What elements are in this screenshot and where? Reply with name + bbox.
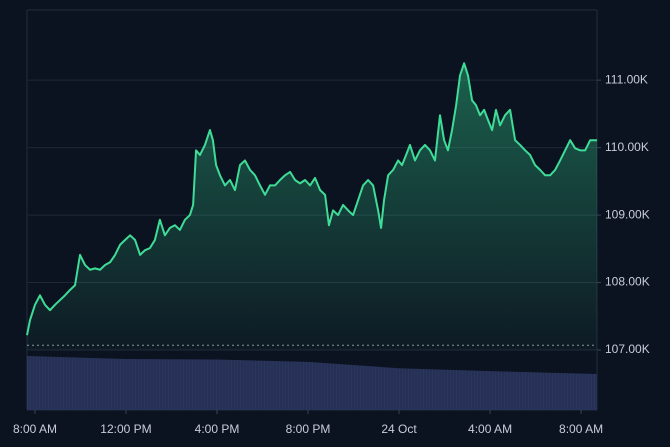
y-tick-label: 108.00K xyxy=(605,275,650,289)
x-tick-label: 8:00 PM xyxy=(286,422,331,436)
volume-area xyxy=(27,356,597,410)
x-tick-label: 4:00 PM xyxy=(195,422,240,436)
price-area xyxy=(27,63,597,351)
x-tick-label: 8:00 AM xyxy=(559,422,603,436)
price-line xyxy=(26,62,597,336)
x-tick-label: 24 Oct xyxy=(381,422,417,436)
y-tick-label: 107.00K xyxy=(605,342,650,356)
y-tick-label: 110.00K xyxy=(605,140,649,154)
y-tick-label: 111.00K xyxy=(605,72,648,86)
x-tick-label: 4:00 AM xyxy=(468,422,512,436)
x-tick-label: 8:00 AM xyxy=(13,422,57,436)
y-tick-label: 109.00K xyxy=(605,207,650,221)
x-tick-label: 12:00 PM xyxy=(100,422,151,436)
